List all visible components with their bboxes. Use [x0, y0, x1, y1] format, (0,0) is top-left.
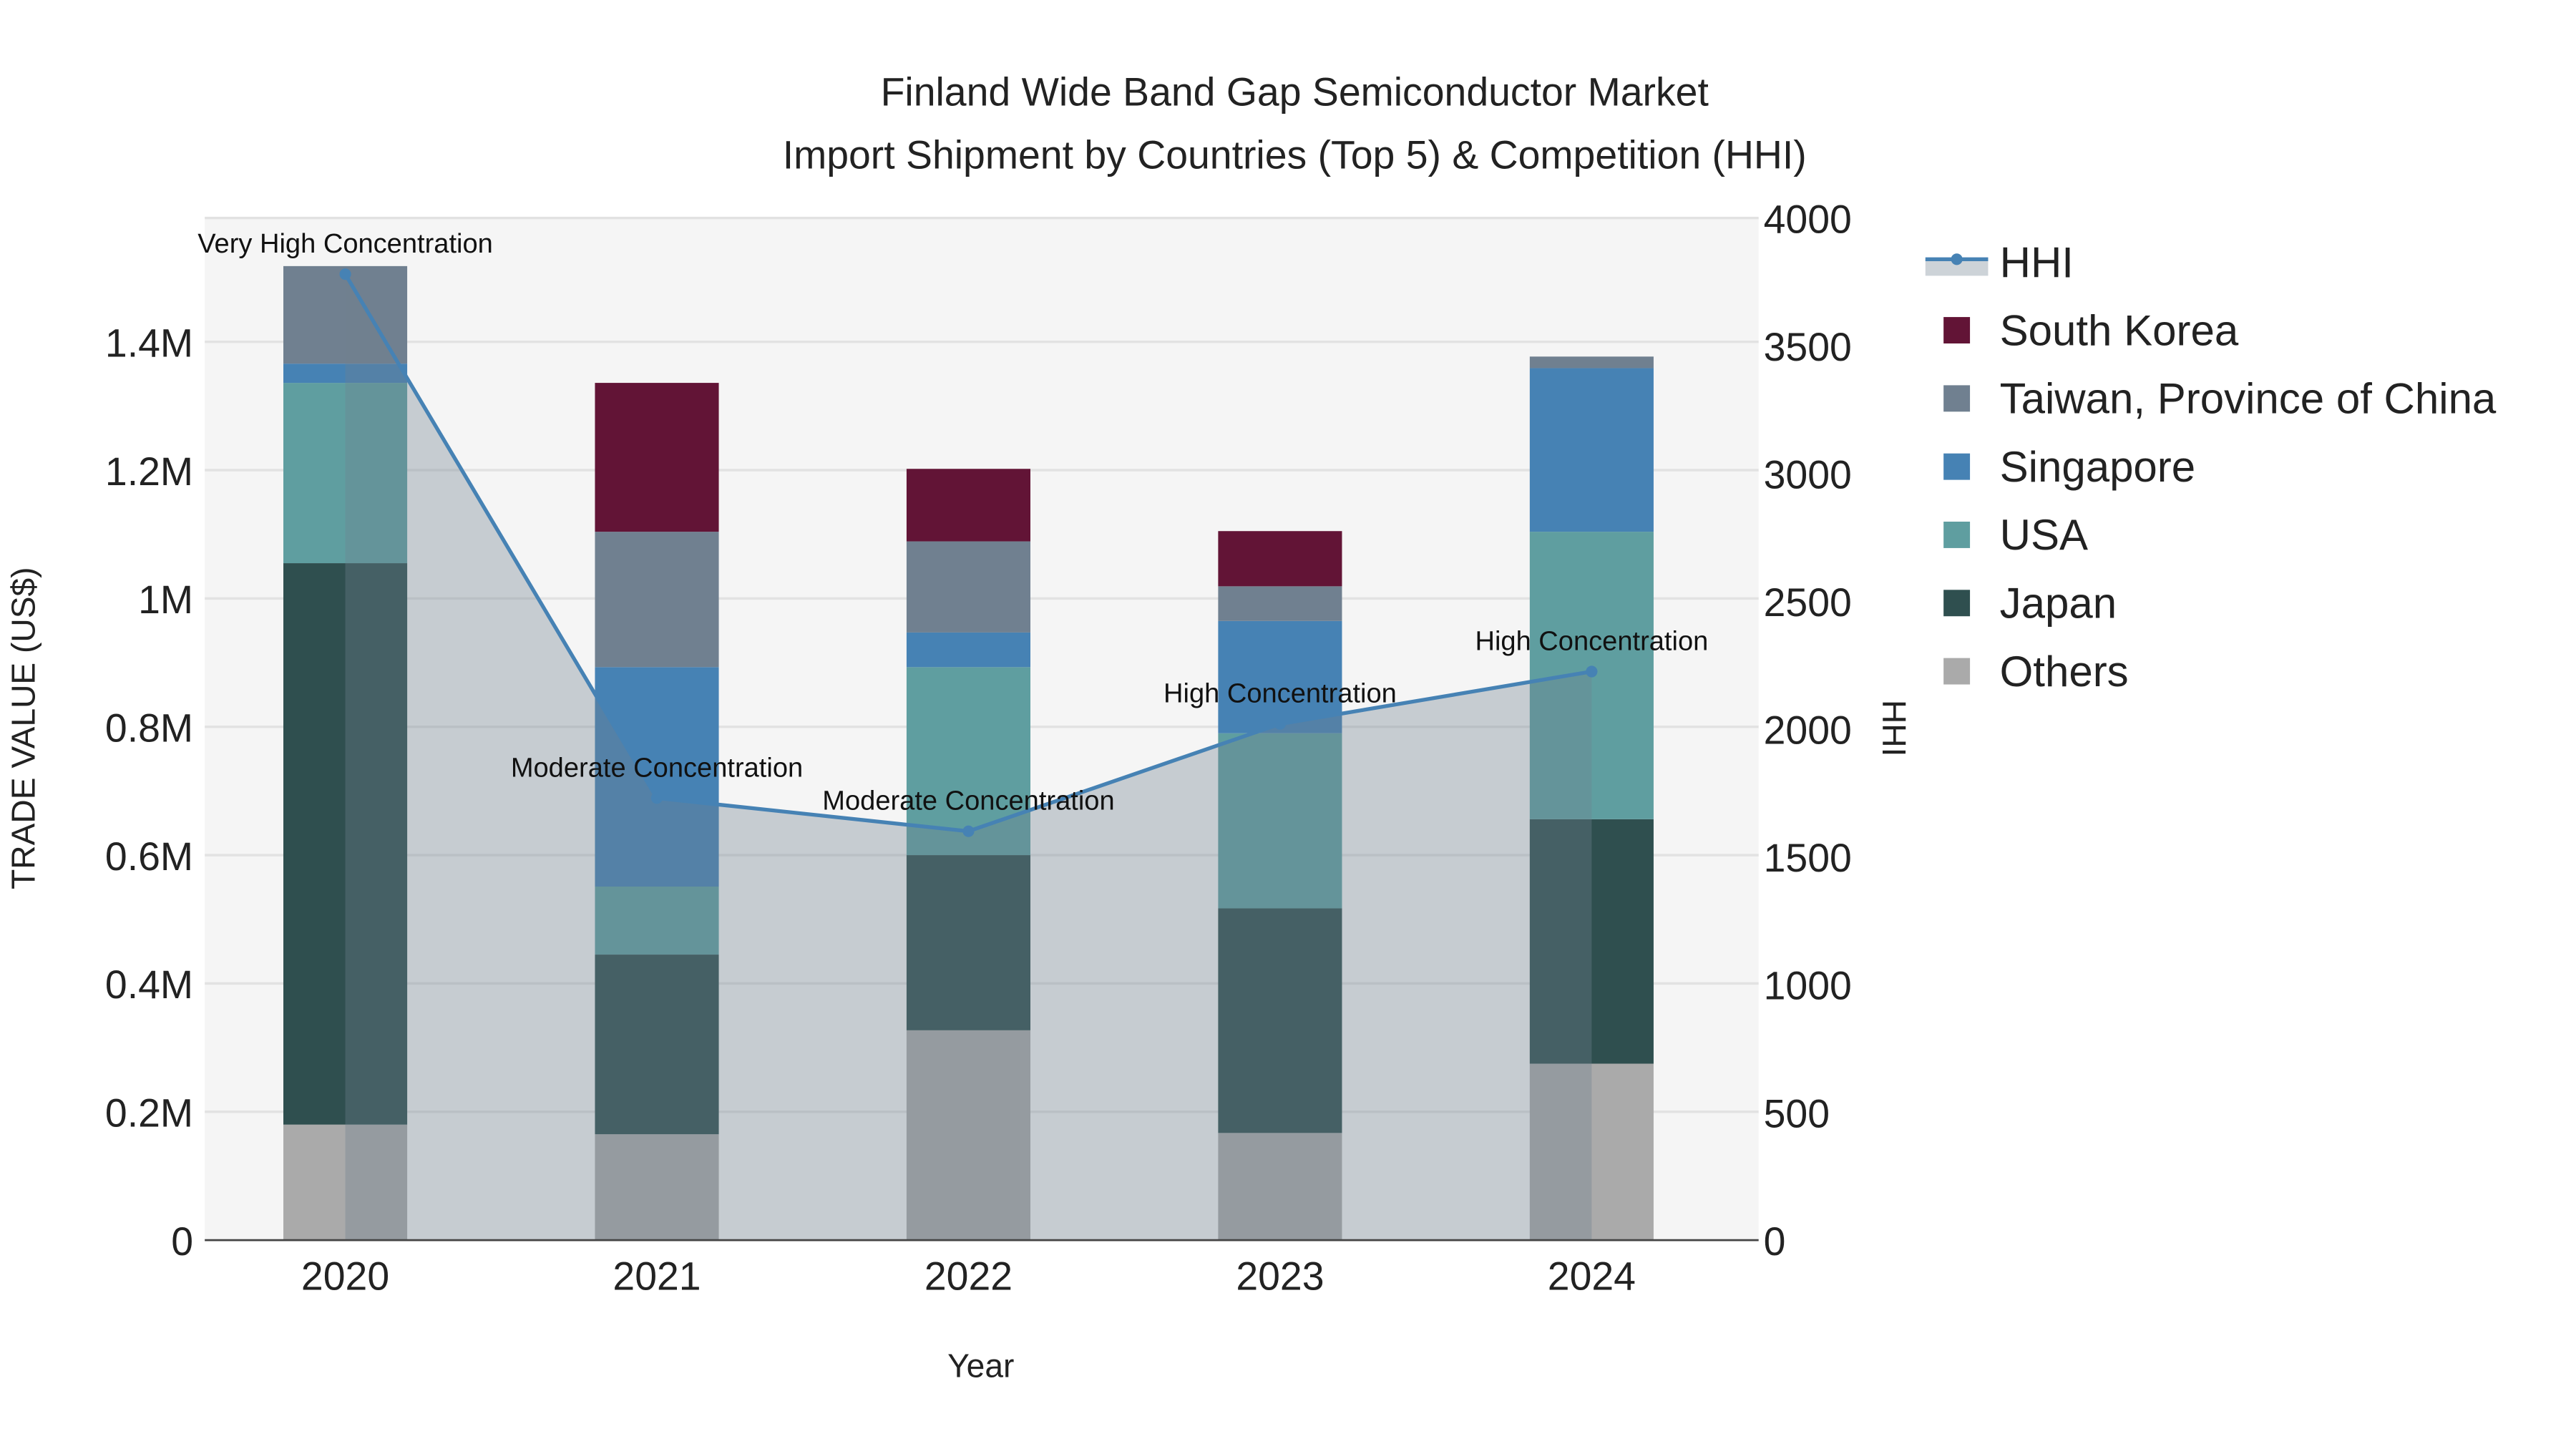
bar-taiwan-province-of-china-2023[interactable] — [1218, 586, 1342, 621]
x-tick-label: 2022 — [924, 1254, 1013, 1298]
y-tick-label: 1.2M — [105, 449, 193, 494]
bar-japan-2023[interactable] — [1218, 908, 1342, 1133]
y-tick-label: 1.4M — [105, 321, 193, 365]
bar-others-2023[interactable] — [1218, 1133, 1342, 1241]
bar-singapore-2020[interactable] — [283, 364, 408, 384]
chart-title-line2: Import Shipment by Countries (Top 5) & C… — [783, 132, 1807, 177]
bar-taiwan-province-of-china-2021[interactable] — [595, 532, 719, 668]
legend-swatch — [1925, 259, 1989, 276]
y2-tick-label: 2500 — [1764, 580, 1852, 625]
x-axis-title: Year — [947, 1347, 1014, 1385]
y2-tick-label: 3000 — [1764, 453, 1852, 497]
legend-swatch — [1943, 317, 1971, 343]
legend-item-singapore[interactable]: Singapore — [1943, 443, 2195, 491]
legend-swatch — [1943, 590, 1971, 617]
hhi-annotation: Very High Concentration — [197, 229, 493, 259]
hhi-annotation: Moderate Concentration — [822, 786, 1114, 816]
legend-swatch — [1943, 658, 1971, 685]
hhi-annotation: High Concentration — [1163, 679, 1397, 709]
legend-item-hhi[interactable]: HHI — [1925, 239, 2074, 287]
legend-swatch — [1943, 522, 1971, 548]
legend-swatch — [1943, 385, 1971, 412]
hhi-point-2020[interactable] — [339, 268, 351, 280]
y-tick-label: 0.2M — [105, 1091, 193, 1136]
y2-tick-label: 2000 — [1764, 708, 1852, 753]
legend-item-usa[interactable]: USA — [1943, 511, 2088, 559]
hhi-point-2023[interactable] — [1274, 718, 1286, 730]
legend-item-taiwan-province-of-china[interactable]: Taiwan, Province of China — [1943, 375, 2497, 423]
legend-item-others[interactable]: Others — [1943, 648, 2129, 696]
legend-label: Others — [2000, 648, 2129, 696]
y-axis-ticks: 0 0.2M 0.4M 0.6M 0.8M 1M 1.2M 1.4M — [105, 321, 193, 1263]
legend-label: HHI — [2000, 239, 2074, 287]
y2-axis-ticks: 0 500 1000 1500 2000 2500 3000 3500 4000 — [1764, 197, 1852, 1263]
y2-tick-label: 0 — [1764, 1219, 1786, 1264]
x-tick-label: 2024 — [1548, 1254, 1636, 1298]
y2-axis-title: HHI — [1875, 700, 1913, 756]
legend-label: Japan — [2000, 580, 2117, 628]
bar-singapore-2023[interactable] — [1218, 620, 1342, 733]
y2-tick-label: 1000 — [1764, 964, 1852, 1008]
bars — [283, 265, 1654, 1241]
bar-japan-2024[interactable] — [1529, 819, 1654, 1064]
legend-label: USA — [2000, 511, 2088, 559]
legend-swatch-point — [1951, 253, 1963, 265]
bar-taiwan-province-of-china-2022[interactable] — [906, 541, 1030, 633]
bar-japan-2021[interactable] — [595, 955, 719, 1135]
bar-usa-2022[interactable] — [906, 667, 1030, 856]
y-tick-label: 0 — [171, 1219, 193, 1264]
y-tick-label: 0.4M — [105, 962, 193, 1007]
legend-label: Taiwan, Province of China — [2000, 375, 2497, 423]
bar-others-2021[interactable] — [595, 1134, 719, 1241]
legend-label: South Korea — [2000, 306, 2239, 354]
y-axis-title: TRADE VALUE (US$) — [4, 567, 42, 889]
hhi-point-2021[interactable] — [650, 792, 663, 804]
bar-taiwan-province-of-china-2020[interactable] — [283, 265, 408, 364]
bar-singapore-2024[interactable] — [1529, 368, 1654, 532]
y-tick-label: 0.6M — [105, 834, 193, 879]
legend-swatch — [1943, 453, 1971, 480]
legend: HHI South Korea Taiwan, Province of China S… — [1925, 239, 2497, 696]
hhi-area — [345, 274, 1592, 1241]
bar-usa-2021[interactable] — [595, 886, 719, 955]
y2-tick-label: 4000 — [1764, 197, 1852, 241]
bar-others-2024[interactable] — [1529, 1063, 1654, 1241]
x-tick-label: 2023 — [1236, 1254, 1324, 1298]
y-tick-label: 1M — [138, 577, 193, 622]
bar-japan-2020[interactable] — [283, 563, 408, 1125]
hhi-area-fill — [345, 274, 1592, 1241]
legend-item-japan[interactable]: Japan — [1943, 580, 2117, 628]
hhi-annotation: Moderate Concentration — [511, 753, 803, 783]
bar-singapore-2022[interactable] — [906, 632, 1030, 668]
bar-usa-2020[interactable] — [283, 383, 408, 564]
bar-others-2020[interactable] — [283, 1124, 408, 1241]
y2-tick-label: 1500 — [1764, 836, 1852, 880]
y2-tick-label: 500 — [1764, 1091, 1830, 1136]
x-tick-label: 2020 — [301, 1254, 389, 1298]
bar-south-korea-2021[interactable] — [595, 383, 719, 532]
hhi-point-2022[interactable] — [962, 825, 975, 837]
x-axis-ticks: 2020 2021 2022 2023 2024 — [301, 1254, 1636, 1298]
hhi-line — [339, 268, 1598, 837]
annotations: Very High Concentration Moderate Concentr… — [197, 229, 1708, 816]
y2-tick-label: 3500 — [1764, 325, 1852, 369]
bar-south-korea-2023[interactable] — [1218, 531, 1342, 587]
bar-japan-2022[interactable] — [906, 855, 1030, 1030]
bar-south-korea-2022[interactable] — [906, 469, 1030, 542]
chart-title-line1: Finland Wide Band Gap Semiconductor Mark… — [881, 70, 1709, 114]
bar-usa-2023[interactable] — [1218, 733, 1342, 909]
bar-taiwan-province-of-china-2024[interactable] — [1529, 356, 1654, 369]
bar-singapore-2021[interactable] — [595, 667, 719, 887]
y-tick-label: 0.8M — [105, 706, 193, 750]
legend-label: Singapore — [2000, 443, 2196, 491]
bar-others-2022[interactable] — [906, 1030, 1030, 1241]
legend-item-south-korea[interactable]: South Korea — [1943, 306, 2239, 354]
hhi-point-2024[interactable] — [1586, 665, 1598, 678]
x-tick-label: 2021 — [613, 1254, 701, 1298]
hhi-annotation: High Concentration — [1475, 626, 1708, 656]
